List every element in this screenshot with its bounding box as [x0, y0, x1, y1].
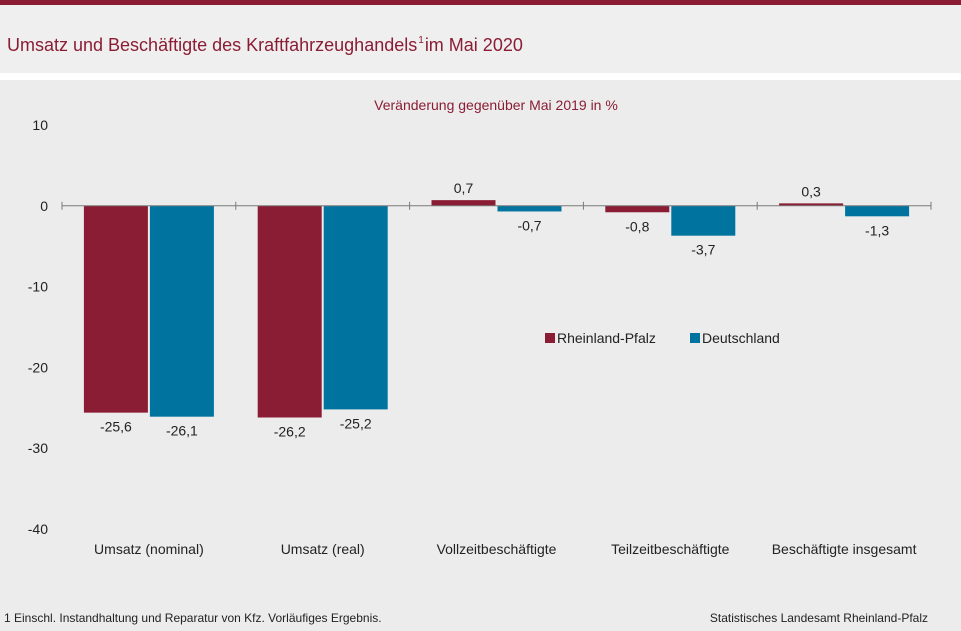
footnote-mark: 1	[418, 35, 424, 46]
data-label: -26,2	[274, 423, 306, 439]
chart-subtitle: Veränderung gegenüber Mai 2019 in %	[374, 97, 618, 113]
chart-title: Umsatz und Beschäftigte des Kraftfahrzeu…	[7, 35, 523, 56]
bar-rheinland-pfalz	[83, 205, 148, 413]
bar-rheinland-pfalz	[257, 205, 322, 418]
category-label: Teilzeitbeschäftigte	[611, 541, 730, 557]
legend-label: Rheinland-Pfalz	[557, 330, 656, 346]
bar-deutschland	[323, 205, 388, 410]
y-tick-label: -40	[28, 521, 48, 537]
category-label: Umsatz (real)	[281, 541, 365, 557]
data-label: 0,3	[801, 183, 821, 199]
title-text: Umsatz und Beschäftigte des Kraftfahrzeu…	[7, 35, 418, 55]
y-tick-label: -30	[28, 440, 48, 456]
y-tick-label: 0	[40, 198, 48, 214]
data-label: -3,7	[691, 242, 715, 258]
bar-rheinland-pfalz	[605, 205, 670, 213]
y-tick-label: -20	[28, 359, 48, 375]
data-label: -1,3	[865, 222, 889, 238]
data-label: -25,2	[340, 415, 372, 431]
legend-swatch-deutschland	[690, 333, 700, 343]
data-label: -0,8	[625, 218, 649, 234]
bar-deutschland	[671, 205, 736, 236]
category-label: Vollzeitbeschäftigte	[437, 541, 557, 557]
bar-rheinland-pfalz	[431, 200, 496, 206]
footnote: 1 Einschl. Instandhaltung und Reparatur …	[4, 611, 382, 625]
data-label: -0,7	[517, 217, 541, 233]
bar-deutschland	[497, 205, 562, 212]
source-note: Statistisches Landesamt Rheinland-Pfalz	[709, 611, 928, 625]
bar-deutschland	[845, 205, 910, 217]
data-label: 0,7	[454, 180, 474, 196]
bar-deutschland	[149, 205, 214, 417]
legend-label: Deutschland	[702, 330, 780, 346]
data-label: -25,6	[100, 419, 132, 435]
bar-rheinland-pfalz	[779, 203, 844, 206]
legend-swatch-rheinland-pfalz	[545, 333, 555, 343]
y-tick-label: -10	[28, 279, 48, 295]
title-suffix: im Mai 2020	[424, 35, 523, 55]
y-tick-label: 10	[32, 117, 48, 133]
data-label: -26,1	[166, 423, 198, 439]
title-area: Umsatz und Beschäftigte des Kraftfahrzeu…	[0, 5, 961, 73]
top-accent-bar	[0, 0, 961, 5]
separator	[0, 73, 961, 80]
category-label: Beschäftigte insgesamt	[772, 541, 917, 557]
category-label: Umsatz (nominal)	[94, 541, 204, 557]
